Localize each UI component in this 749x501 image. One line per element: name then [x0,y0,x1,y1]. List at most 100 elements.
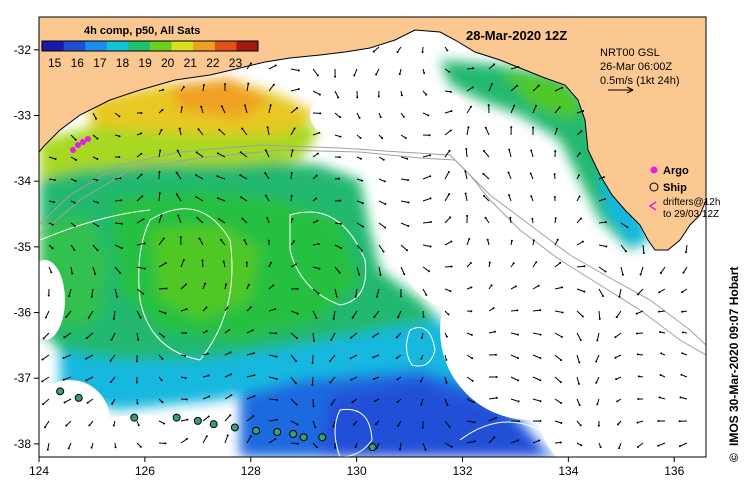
current-vector-head [265,195,267,197]
current-vector-head [407,179,409,181]
current-vector-head [227,434,229,436]
x-tick-label: 130 [347,464,367,478]
legend-ship-label: Ship [663,182,687,194]
current-vector-head [140,153,142,155]
y-tick-label: -34 [14,174,32,188]
source-line-1: NRT00 GSL [600,47,660,59]
current-vector-head [361,180,363,182]
current-vector-head [422,427,424,429]
current-vector-head [221,105,223,107]
current-vector-head [96,158,98,160]
current-vector-head [181,106,183,108]
current-vector-head [583,265,585,267]
current-vector-head [223,261,225,263]
current-vector-head [400,295,402,297]
map-title: 28-Mar-2020 12Z [466,28,567,43]
current-vector-head [116,296,118,298]
colorbar-label: 20 [161,56,175,70]
current-vector-head [399,448,401,450]
colorbar-label: 23 [229,56,243,70]
current-vector-head [425,294,427,296]
current-vector-head [423,72,425,74]
current-vector-head [425,94,427,96]
current-vector-head [614,357,616,359]
current-vector-head [136,360,138,362]
current-vector-head [334,76,336,78]
colorbar-label: 22 [206,56,220,70]
current-vector-head [555,217,557,219]
current-vector-head [337,96,339,98]
ship-position [253,427,260,434]
current-vector-head [63,357,65,359]
current-vector-head [230,394,232,396]
current-vector-head [267,126,269,128]
current-vector-head [217,175,219,177]
current-vector-head [560,402,562,404]
current-vector-head [406,249,408,251]
current-vector-head [294,128,296,130]
current-vector-head [657,445,659,447]
current-vector-head [362,226,364,228]
legend-drifters-line-2: to 29/03 12Z [663,209,719,220]
current-vector-head [332,425,334,427]
current-vector-head [397,425,399,427]
current-vector-head [471,357,473,359]
y-tick-label: -38 [14,437,32,451]
current-vector-head [561,286,563,288]
ship-position [319,434,326,441]
current-vector-head [338,178,340,180]
current-vector-head [318,243,320,245]
current-vector-head [420,404,422,406]
current-vector-head [158,171,160,173]
current-vector-head [164,442,166,444]
current-vector-head [657,420,659,422]
current-vector-head [561,336,563,338]
current-vector-head [538,285,540,287]
current-vector-head [208,375,210,377]
current-vector-head [253,374,255,376]
current-vector-head [314,426,316,428]
current-vector-head [265,149,267,151]
current-vector-head [359,117,361,119]
current-vector-head [384,180,386,182]
current-vector-head [640,273,642,275]
current-vector-head [218,129,220,131]
current-vector-head [515,285,517,287]
current-vector-head [298,70,300,72]
current-vector-head [186,308,188,310]
current-vector-head [204,283,206,285]
y-tick-label: -33 [14,109,32,123]
current-vector-head [246,261,248,263]
current-vector-head [291,218,293,220]
current-vector-head [399,73,401,75]
current-vector-head [86,379,88,381]
current-vector-head [510,126,512,128]
colorbar-swatch [172,41,194,51]
current-vector-head [110,381,112,383]
current-vector-head [339,116,341,118]
current-vector-head [68,447,70,449]
current-vector-head [319,112,321,114]
current-vector-head [275,64,277,66]
ship-position [300,434,307,441]
current-vector-head [274,438,276,440]
current-vector-head [111,403,113,405]
current-vector-head [430,197,432,199]
current-vector-head [253,352,255,354]
current-vector-head [339,200,341,202]
x-tick-label: 134 [558,464,578,478]
current-vector-head [119,177,121,179]
current-vector-head [493,63,495,65]
current-vector-head [470,310,472,312]
argo-float [75,142,81,148]
current-vector-head [226,307,228,309]
current-vector-head [429,175,431,177]
current-vector-head [470,106,472,108]
current-vector-head [595,360,597,362]
colorbar-label: 21 [184,56,198,70]
current-vector-head [45,316,47,318]
current-vector-head [296,403,298,405]
current-vector-head [88,317,90,319]
current-vector-head [554,173,556,175]
